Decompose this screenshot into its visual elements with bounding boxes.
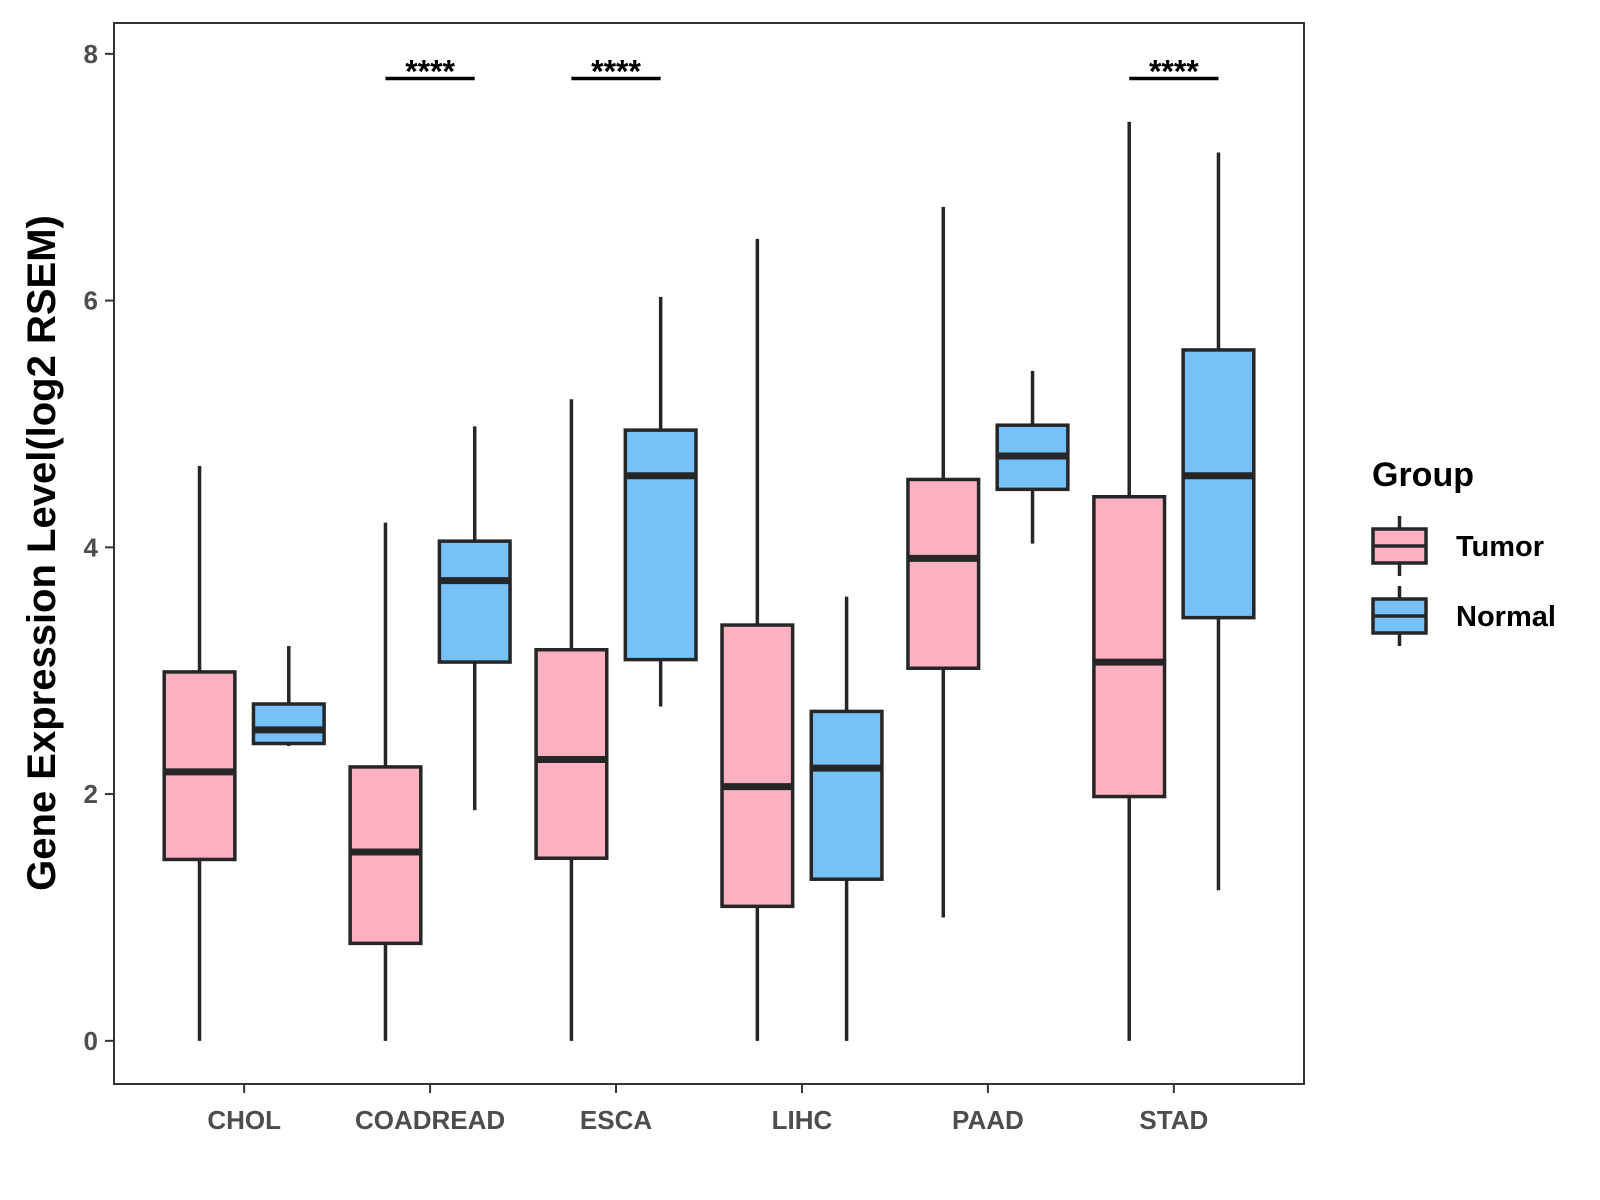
box-iqr — [1181, 348, 1256, 620]
significance-label: **** — [591, 54, 641, 90]
box-tumor-stad — [1092, 121, 1167, 1041]
legend-item-normal: Normal — [1371, 586, 1556, 646]
box-iqr — [251, 702, 326, 746]
x-tick-label: COADREAD — [355, 1105, 505, 1135]
box-tumor-esca — [534, 399, 609, 1041]
box-iqr — [534, 647, 609, 860]
x-tick-label: LIHC — [772, 1105, 833, 1135]
y-tick-label: 4 — [84, 532, 99, 562]
y-axis-title: Gene Expression Level(log2 RSEM) — [20, 215, 64, 891]
legend-title: Group — [1372, 456, 1474, 494]
y-axis: 0 2 4 6 8 — [84, 39, 114, 1056]
box-normal-paad — [995, 370, 1070, 544]
y-tick-label: 6 — [84, 286, 98, 316]
box-iqr — [809, 709, 884, 881]
box-series — [162, 121, 1256, 1041]
x-tick-label: CHOL — [207, 1105, 281, 1135]
box-iqr — [720, 623, 795, 909]
box-iqr — [1092, 494, 1167, 799]
box-iqr — [162, 670, 237, 862]
box-tumor-lihc — [720, 238, 795, 1041]
significance-label: **** — [1149, 54, 1199, 90]
x-axis: CHOL COADREAD ESCA LIHC PAAD STAD — [207, 1084, 1208, 1135]
box-iqr — [437, 539, 512, 664]
y-tick-label: 0 — [84, 1026, 98, 1056]
box-tumor-chol — [162, 465, 237, 1041]
box-iqr — [906, 477, 981, 670]
legend-label: Tumor — [1456, 531, 1544, 563]
box-normal-esca — [623, 296, 698, 707]
legend: Group Tumor Normal — [1371, 456, 1556, 646]
legend-item-tumor: Tumor — [1371, 516, 1544, 576]
x-tick-label: STAD — [1139, 1105, 1208, 1135]
box-tumor-coadread — [348, 522, 423, 1041]
significance-annotations: **** **** **** — [385, 54, 1219, 90]
box-tumor-paad — [906, 206, 981, 918]
box-normal-stad — [1181, 152, 1256, 891]
box-normal-coadread — [437, 426, 512, 811]
x-tick-label: PAAD — [952, 1105, 1024, 1135]
x-tick-label: ESCA — [580, 1105, 652, 1135]
significance-label: **** — [405, 54, 455, 90]
box-normal-lihc — [809, 596, 884, 1041]
y-tick-label: 2 — [84, 779, 98, 809]
y-tick-label: 8 — [84, 39, 98, 69]
box-normal-chol — [251, 646, 326, 746]
legend-label: Normal — [1456, 601, 1556, 633]
box-iqr — [623, 428, 698, 662]
